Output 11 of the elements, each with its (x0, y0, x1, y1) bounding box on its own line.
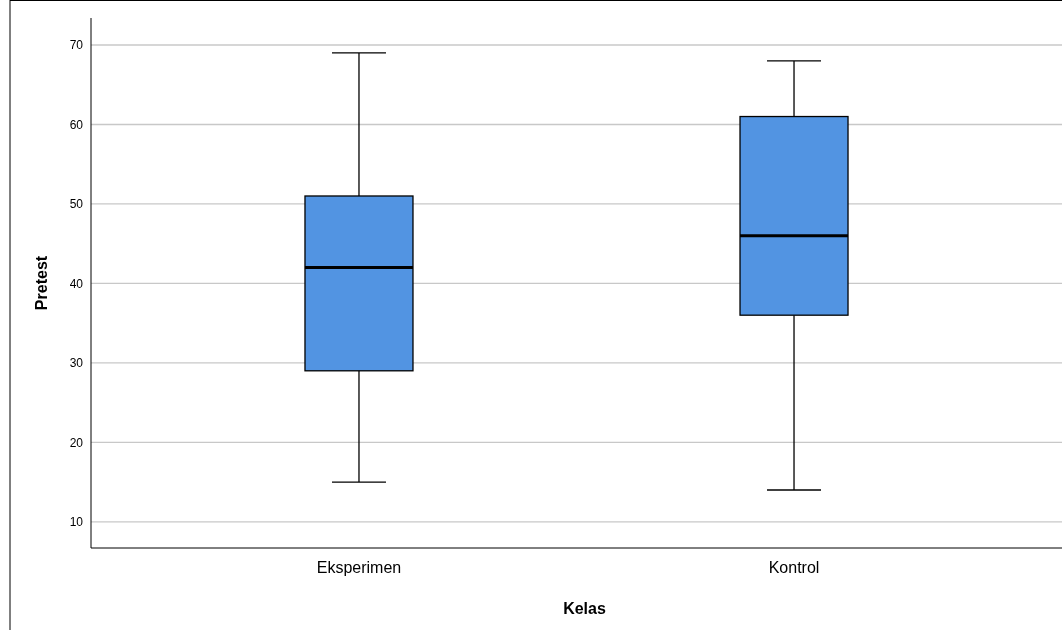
y-tick-label: 30 (69, 356, 84, 371)
y-axis-title: Pretest (33, 255, 50, 311)
y-tick-label: 60 (69, 117, 84, 132)
y-tick-label: 70 (69, 38, 84, 53)
x-tick-label: Kontrol (768, 559, 820, 576)
y-tick-label: 50 (69, 197, 84, 212)
y-tick-label: 40 (69, 276, 84, 291)
y-tick-label: 10 (69, 514, 84, 529)
x-tick-label: Eksperimen (316, 559, 402, 576)
y-tick-label: 20 (69, 435, 84, 450)
x-axis-title: Kelas (563, 600, 606, 617)
